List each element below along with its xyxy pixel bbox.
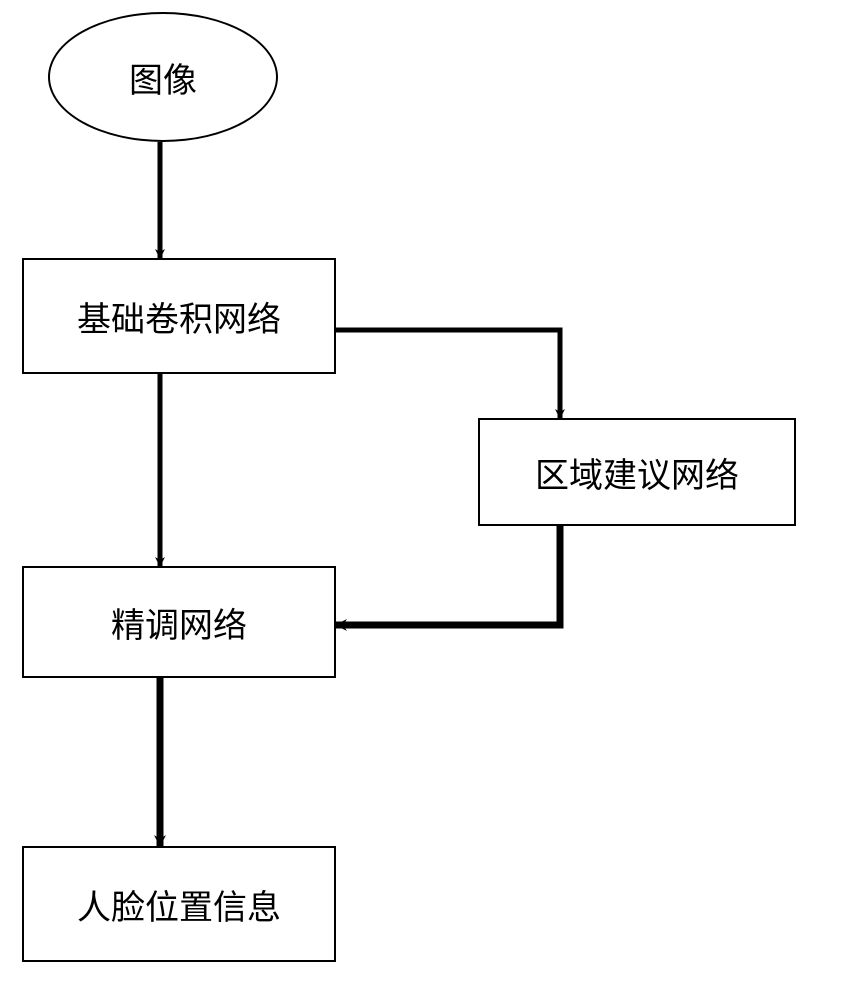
conv-node: 基础卷积网络	[22, 258, 336, 374]
edge-conv-rpn	[336, 330, 560, 418]
out-node: 人脸位置信息	[22, 846, 336, 962]
rpn-label: 区域建议网络	[535, 448, 739, 497]
edge-rpn-fine	[336, 526, 560, 625]
fine-node: 精调网络	[22, 566, 336, 678]
conv-label: 基础卷积网络	[77, 292, 281, 341]
start-node: 图像	[48, 12, 278, 142]
start-label: 图像	[129, 53, 197, 102]
out-label: 人脸位置信息	[77, 880, 281, 929]
rpn-node: 区域建议网络	[478, 418, 796, 526]
fine-label: 精调网络	[111, 598, 247, 647]
